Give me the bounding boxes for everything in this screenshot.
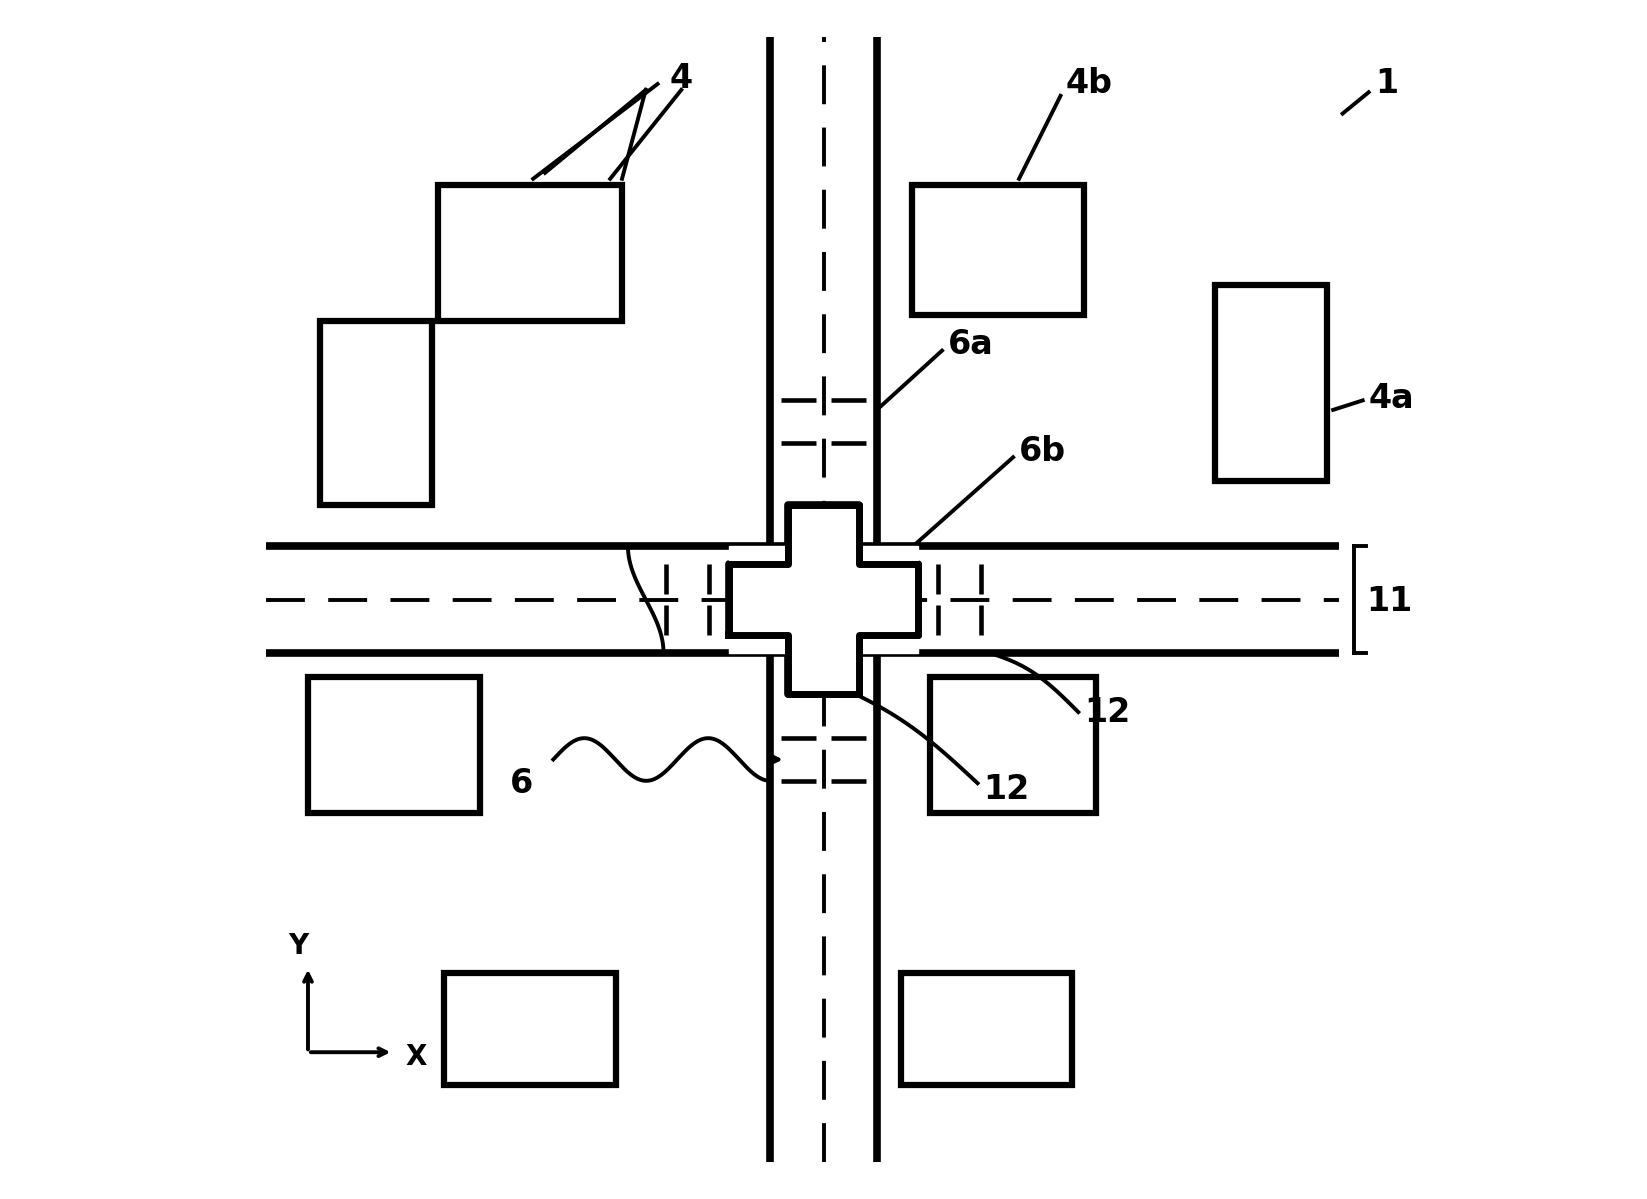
Text: 1: 1 (1375, 67, 1398, 101)
Text: 4: 4 (670, 61, 693, 95)
Bar (445, 972, 616, 1085)
Bar (901, 972, 1072, 1085)
Bar (320, 321, 433, 505)
Polygon shape (728, 505, 919, 694)
Text: 12: 12 (1084, 695, 1130, 729)
Bar (438, 185, 623, 321)
Text: 12: 12 (983, 772, 1029, 806)
Text: 6a: 6a (949, 329, 993, 361)
Text: 4a: 4a (1369, 381, 1415, 415)
Polygon shape (728, 505, 919, 694)
Text: 6b: 6b (1019, 435, 1066, 468)
Bar (912, 185, 1084, 315)
Text: Y: Y (288, 932, 308, 959)
Text: X: X (405, 1043, 427, 1071)
Bar (1214, 285, 1327, 481)
Polygon shape (728, 505, 919, 694)
Text: 6: 6 (509, 766, 534, 800)
Bar (931, 676, 1095, 813)
Bar (308, 676, 479, 813)
Text: 4b: 4b (1066, 67, 1112, 101)
Text: 11: 11 (1367, 585, 1413, 619)
